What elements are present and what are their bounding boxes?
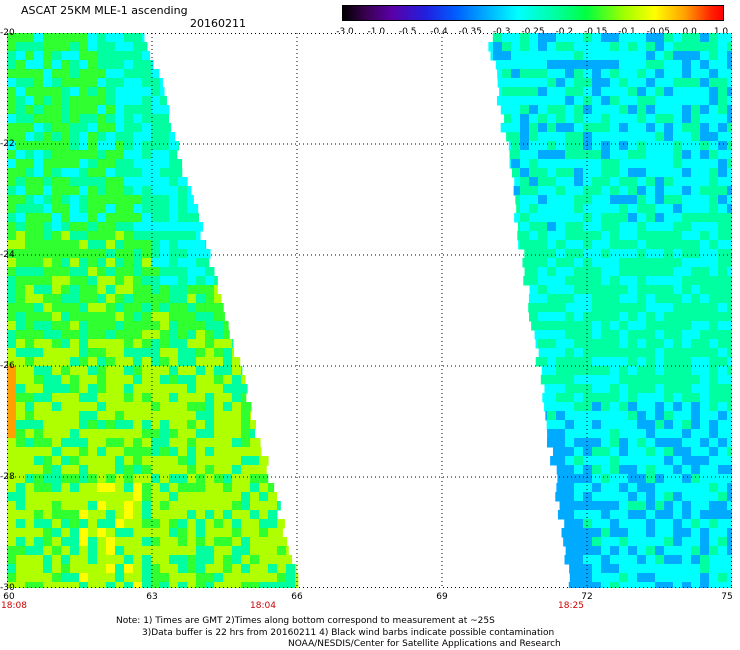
lat-lon-grid — [7, 33, 732, 588]
colorbar-tick-label: -0.25 — [521, 27, 545, 37]
swath-time-1: 18:08 — [1, 601, 27, 611]
colorbar — [342, 5, 724, 21]
colorbar-tick-label: -0.15 — [584, 27, 608, 37]
map-title: ASCAT 25KM MLE-1 ascending — [21, 4, 188, 17]
latitude-label: -20 — [0, 28, 15, 38]
latitude-label: -22 — [0, 139, 15, 149]
map-plot-area — [7, 33, 732, 588]
colorbar-tick-label: -0.05 — [646, 27, 670, 37]
swath-time-2: 18:04 — [250, 601, 276, 611]
longitude-label: 66 — [291, 592, 303, 602]
note-line-1: Note: 1) Times are GMT 2)Times along bot… — [116, 616, 495, 626]
colorbar-tick-label: -3.0 — [336, 27, 354, 37]
latitude-label: -28 — [0, 472, 15, 482]
longitude-label: 72 — [581, 592, 593, 602]
colorbar-tick-label: -0.1 — [618, 27, 636, 37]
note-line-3: NOAA/NESDIS/Center for Satellite Applica… — [288, 639, 561, 649]
latitude-label: -24 — [0, 250, 15, 260]
longitude-label: 63 — [146, 592, 158, 602]
colorbar-tick-label: 1.0 — [713, 27, 729, 37]
colorbar-tick-label: -0.2 — [555, 27, 574, 37]
swath-east — [488, 33, 732, 588]
colorbar-tick-label: -1.0 — [367, 27, 386, 37]
map-date: 20160211 — [190, 17, 246, 30]
colorbar-tick-label: -0.5 — [398, 27, 417, 37]
longitude-label: 69 — [436, 592, 448, 602]
swath-time-3: 18:25 — [558, 601, 584, 611]
colorbar-tick-label: 0.0 — [682, 27, 697, 37]
latitude-label: -26 — [0, 361, 15, 371]
swath-west — [7, 33, 299, 588]
colorbar-tick-label: -0.4 — [430, 27, 448, 37]
longitude-label: 75 — [721, 592, 733, 602]
latitude-label: -30 — [0, 583, 15, 593]
colorbar-tick-label: -0.35 — [458, 27, 482, 37]
colorbar-tick-label: -0.3 — [492, 27, 511, 37]
longitude-label: 60 — [3, 592, 15, 602]
note-line-2: 3)Data buffer is 22 hrs from 20160211 4)… — [142, 628, 555, 638]
